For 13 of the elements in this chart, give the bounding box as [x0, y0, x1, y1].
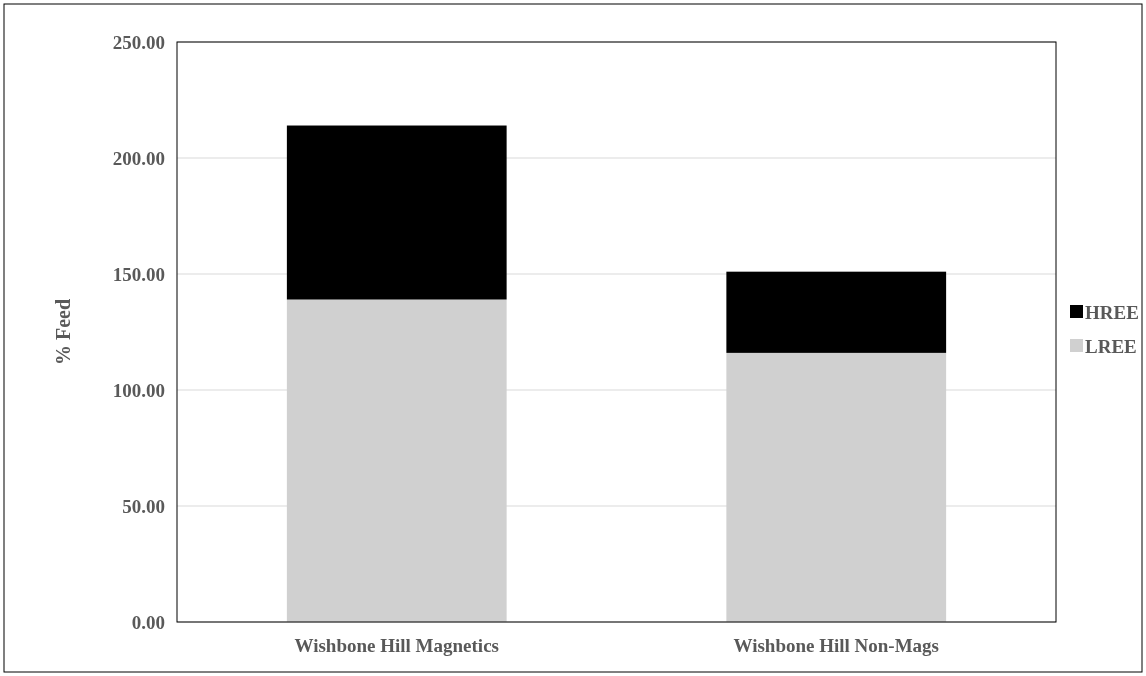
x-tick-label: Wishbone Hill Magnetics — [294, 635, 499, 656]
bar — [286, 125, 507, 300]
y-tick-label: 50.00 — [122, 495, 165, 517]
y-tick-label: 100.00 — [112, 379, 165, 401]
y-tick-label: 0.00 — [131, 611, 165, 633]
y-axis-title: % Feed — [52, 298, 74, 366]
y-tick-label: 250.00 — [112, 31, 165, 53]
legend-label: HREE — [1085, 301, 1139, 323]
x-tick-label: Wishbone Hill Non-Mags — [733, 635, 940, 656]
legend-label: LREE — [1085, 335, 1137, 357]
y-tick-label: 200.00 — [112, 147, 165, 169]
bar — [726, 271, 947, 353]
y-tick-label: 150.00 — [112, 263, 165, 285]
